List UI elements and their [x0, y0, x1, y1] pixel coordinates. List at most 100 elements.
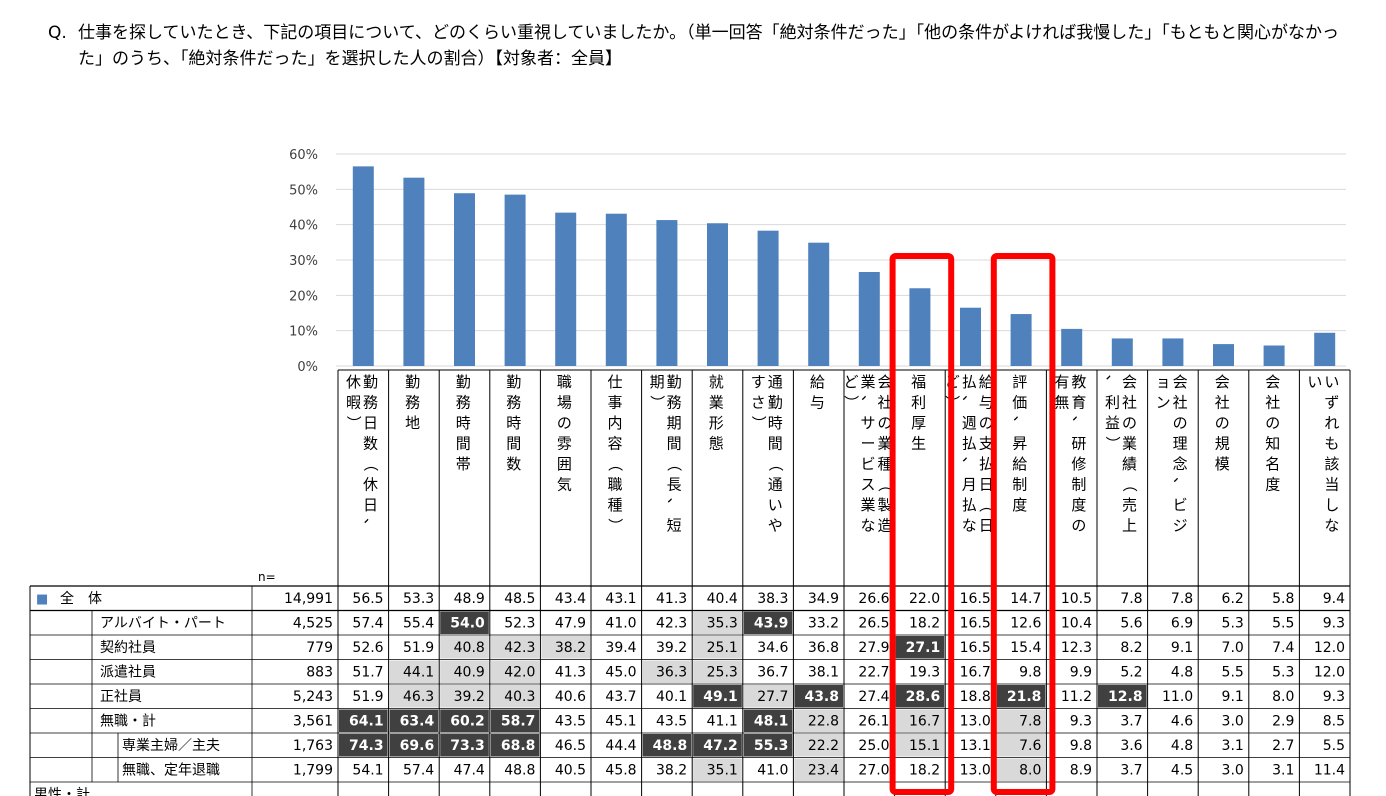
bar	[454, 193, 475, 366]
category-label-char: 会	[1173, 373, 1188, 391]
table-cell-value: 14.7	[1010, 591, 1041, 607]
table-cell-value: 4.8	[1171, 665, 1193, 681]
category-label-char: 、	[960, 395, 978, 410]
category-label-char: 勤	[667, 373, 682, 391]
table-cell-value: 5.3	[1272, 665, 1294, 681]
category-label-char: 模	[1215, 455, 1230, 473]
table-cell-value: 13.0	[960, 763, 991, 779]
table-cell-value: 9.4	[1323, 591, 1345, 607]
row-n-value: 3,561	[293, 714, 333, 730]
table-cell-value: 27.7	[757, 689, 788, 705]
category-label-char: 日	[363, 414, 378, 432]
row-marker: ■	[36, 592, 48, 607]
table-cell-value: 48.8	[653, 738, 688, 754]
table-cell-value: 36.8	[808, 640, 839, 656]
table-cell-value: 11.2	[1061, 689, 1092, 705]
category-label-char: 度	[1265, 476, 1280, 494]
category-label-char: 、	[859, 395, 877, 410]
category-label-char: 期	[667, 414, 682, 432]
table-cell-value: 34.9	[808, 591, 839, 607]
table-cell-value: 39.2	[454, 689, 485, 705]
category-label-char: 規	[1215, 435, 1230, 453]
category-label-char: 会	[1265, 373, 1280, 391]
category-label-char: 務	[456, 394, 471, 412]
table-cell-value: 3.1	[1222, 738, 1244, 754]
category-label-char: 造	[877, 517, 892, 535]
table-cell-value: 42.3	[656, 616, 687, 632]
bar	[1111, 338, 1133, 366]
category-label-char: 職	[607, 476, 622, 494]
y-tick-label: 60%	[289, 148, 318, 163]
table-cell-value: 40.8	[454, 640, 485, 656]
table-cell-shade	[541, 636, 590, 659]
table-cell-value: 11.4	[1314, 763, 1345, 779]
category-label-char: （	[606, 456, 624, 471]
table-cell-shade	[794, 758, 843, 781]
table-cell-shade	[389, 660, 439, 683]
category-label-char: 休	[346, 373, 361, 391]
table-cell-value: 16.7	[909, 714, 940, 730]
category-label-char: 日	[363, 496, 378, 514]
row-n-value: 883	[306, 665, 333, 681]
category-label-char: 週	[962, 414, 977, 432]
table-cell-shade	[339, 734, 388, 757]
category-label-char: 態	[709, 435, 724, 453]
category-label-char: 当	[1324, 476, 1339, 494]
category-label-char: 種	[607, 496, 622, 514]
table-cell-value: 5.5	[1222, 665, 1244, 681]
category-label-char: 短	[667, 517, 682, 535]
table-cell-shade	[743, 734, 793, 757]
category-label-char: の	[1173, 414, 1188, 432]
category-label-char: ジ	[1173, 517, 1188, 535]
table-cell-value: 18.2	[909, 616, 940, 632]
table-cell-shade	[693, 611, 742, 634]
table-cell-value: 43.5	[555, 714, 586, 730]
category-label-char: （	[876, 477, 894, 492]
table-cell-shade	[693, 685, 742, 708]
table-cell-shade	[895, 709, 945, 732]
category-label-char: 利	[911, 394, 926, 412]
table-cell-value: 46.3	[403, 689, 434, 705]
table-cell-shade	[693, 660, 742, 683]
category-label-char: ）	[606, 518, 624, 533]
table-cell-value: 73.3	[450, 738, 485, 754]
y-tick-label: 10%	[289, 325, 318, 340]
table-cell-value: 43.8	[804, 689, 839, 705]
category-label-char: さ	[751, 394, 766, 412]
table-cell-shade	[642, 734, 692, 757]
table-cell-value: 5.6	[1120, 616, 1142, 632]
category-label-char: 利	[1105, 394, 1120, 412]
table-cell-value: 41.0	[757, 763, 788, 779]
y-tick-label: 50%	[289, 183, 318, 198]
category-label-char: 業	[709, 394, 724, 412]
category-label-char: 囲	[557, 455, 572, 473]
table-cell-shade	[389, 734, 439, 757]
category-label-char: 与	[810, 394, 825, 412]
table-cell-value: 16.5	[960, 640, 991, 656]
table-cell-value: 10.4	[1061, 616, 1092, 632]
category-label-char: 、	[1104, 374, 1122, 389]
bar	[808, 242, 830, 366]
table-cell-value: 21.8	[1007, 689, 1042, 705]
table-cell-shade	[794, 685, 843, 708]
table-cell-value: 3.7	[1120, 714, 1142, 730]
table-cell-value: 8.0	[1019, 763, 1041, 779]
table-cell-value: 25.3	[707, 665, 738, 681]
table-cell-shade	[693, 758, 742, 781]
row-label: 無職・計	[100, 714, 156, 730]
bar	[960, 307, 981, 366]
table-cell-value: 53.3	[403, 591, 434, 607]
bar	[1314, 332, 1336, 366]
table-cell-value: 3.7	[1120, 763, 1142, 779]
table-cell-value: 8.9	[1070, 763, 1092, 779]
category-label-char: 暇	[346, 394, 361, 412]
category-label-char: 期	[650, 373, 665, 391]
table-cell-shade	[693, 636, 742, 659]
category-label-char: い	[1307, 373, 1322, 391]
table-cell-value: 44.1	[403, 665, 434, 681]
table-cell-shade	[440, 636, 489, 659]
table-cell-value: 38.3	[757, 591, 788, 607]
table-cell-value: 10.5	[1061, 591, 1092, 607]
table-cell-shade	[440, 709, 489, 732]
table-cell-value: 39.2	[656, 640, 687, 656]
